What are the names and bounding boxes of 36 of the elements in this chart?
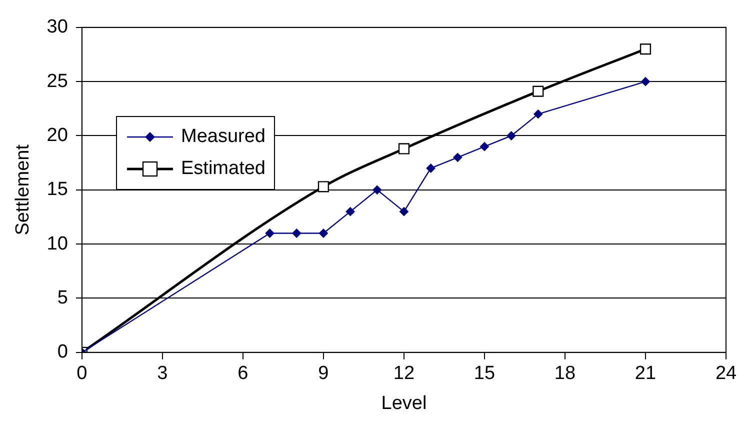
y-tick-label: 0 [57, 342, 68, 363]
point [532, 86, 544, 97]
point [480, 142, 489, 152]
legend-label: Measured [181, 126, 266, 148]
point [399, 207, 408, 216]
point [640, 44, 652, 55]
y-tick-label: 5 [57, 287, 68, 308]
point [265, 228, 274, 238]
legend-label: Estimated [181, 158, 266, 180]
point [318, 228, 328, 238]
x-tick-label: 18 [554, 363, 576, 384]
point [318, 181, 330, 192]
y-tick-label: 10 [46, 233, 68, 254]
x-tick-label: 12 [393, 363, 415, 384]
x-tick-label: 3 [157, 363, 168, 384]
point [640, 77, 650, 86]
y-axis-title: Settlement [12, 144, 34, 236]
point [372, 185, 382, 194]
point [398, 143, 410, 154]
point [453, 152, 462, 162]
point [506, 131, 516, 140]
x-tick-label: 0 [76, 363, 88, 384]
y-tick-label: 30 [46, 16, 68, 38]
y-tick-label: 25 [46, 70, 68, 92]
y-tick-label: 15 [46, 179, 68, 200]
y-tick-label: 20 [46, 124, 68, 146]
point [534, 110, 543, 119]
x-tick-label: 9 [318, 363, 329, 384]
x-tick-label: 6 [238, 363, 248, 384]
point [292, 228, 302, 238]
x-tick-label: 21 [634, 363, 656, 384]
x-tick-label: 24 [715, 363, 737, 384]
x-tick-label: 15 [474, 363, 496, 384]
x-axis-title: Level [381, 392, 427, 414]
point [426, 164, 436, 173]
point [346, 207, 355, 216]
